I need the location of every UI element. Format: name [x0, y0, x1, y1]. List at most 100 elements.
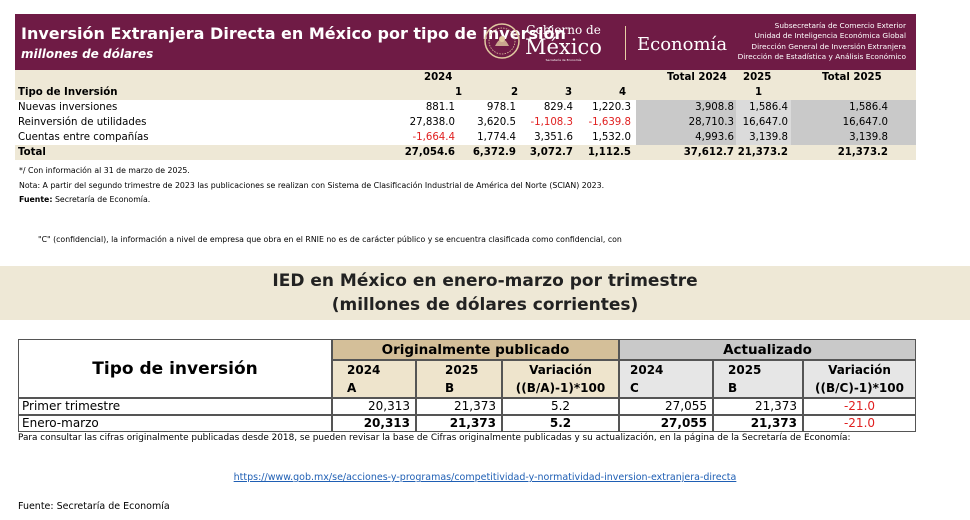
cell: 21,373	[416, 398, 502, 415]
report-title: Inversión Extranjera Directa en México p…	[21, 24, 566, 43]
header-upd-2024: 2024 C	[619, 360, 713, 398]
row-label: Primer trimestre	[18, 398, 332, 415]
header-quarter: 3	[565, 87, 573, 98]
cell-2025: 21,373.2	[737, 147, 788, 158]
cell-total-2025: 21,373.2	[837, 147, 888, 158]
cell: 6,372.9	[472, 147, 516, 158]
header-updated-group: Actualizado	[619, 339, 916, 360]
fuente-label: Fuente:	[19, 195, 53, 204]
fuente-text: Secretaría de Economía.	[52, 195, 151, 204]
header-quarter: 1	[455, 87, 463, 98]
table-header-row: Tipo de Inversión 1 2 3 4 1	[15, 85, 916, 100]
header-year: 2025	[445, 363, 479, 377]
header-tipo-inversion: Tipo de inversión	[18, 339, 332, 398]
table-row: Reinversión de utilidades 27,838.0 3,620…	[15, 115, 916, 130]
header-year: Variación	[828, 363, 891, 377]
header-letter: A	[347, 381, 357, 395]
cell: 3,072.7	[529, 147, 573, 158]
cell-total-2025: 16,647.0	[791, 115, 916, 130]
cell: 21,373	[416, 415, 502, 432]
cell-total-2024: 37,612.7	[683, 147, 734, 158]
cell-2025: 16,647.0	[736, 115, 791, 130]
cell: 27,838.0	[409, 117, 455, 128]
header-year: Variación	[529, 363, 592, 377]
header-total-2024: Total 2024	[667, 72, 727, 83]
cell: 3,351.6	[534, 132, 573, 143]
cell-negative: -1,108.3	[530, 117, 573, 128]
header-letter: C	[630, 381, 639, 395]
subsecretaria-block: Subsecretaría de Comercio Exterior Unida…	[738, 21, 906, 62]
cell-total-2024: 28,710.3	[636, 115, 736, 130]
cell-negative: -1,664.4	[412, 132, 455, 143]
logo-divider	[625, 26, 626, 60]
header-upd-variacion: Variación ((B/C)-1)*100	[803, 360, 916, 398]
header-quarter: 4	[619, 87, 627, 98]
cell-total-2025: 3,139.8	[791, 130, 916, 145]
subsec-line: Dirección de Estadística y Análisis Econ…	[737, 51, 906, 61]
header-letter: ((B/A)-1)*100	[515, 381, 606, 395]
header-year: 2024	[347, 363, 381, 377]
note-scian: Nota: A partir del segundo trimestre de …	[19, 181, 605, 190]
cell: 881.1	[425, 102, 455, 113]
national-seal-icon	[484, 23, 520, 59]
source-link[interactable]: https://www.gob.mx/se/acciones-y-program…	[233, 472, 737, 483]
cell: 21,373	[713, 398, 803, 415]
table-row: Cuentas entre compañías -1,664.4 1,774.4…	[15, 130, 916, 145]
cell: 1,112.5	[587, 147, 631, 158]
row-label: Reinversión de utilidades	[18, 117, 147, 128]
table-header-row: 2024 Total 2024 2025 Total 2025	[15, 70, 916, 85]
header-upd-2025: 2025 B	[713, 360, 803, 398]
section-title: IED en México en enero-marzo por trimest…	[272, 271, 698, 291]
note-fuente: Fuente: Secretaría de Economía.	[19, 195, 150, 204]
cell-negative: -21.0	[803, 398, 916, 415]
cell: 1,532.0	[592, 132, 631, 143]
row-label: Nuevas inversiones	[18, 102, 118, 113]
cell: 20,313	[332, 415, 416, 432]
cell-total-2024: 3,908.8	[636, 100, 736, 115]
gobierno-text: Gobierno de	[526, 23, 601, 37]
cell: 27,054.6	[404, 147, 455, 158]
report-subtitle: millones de dólares	[21, 47, 154, 61]
cell: 1,220.3	[592, 102, 631, 113]
cell: 3,620.5	[477, 117, 516, 128]
mexico-text: México	[525, 35, 602, 59]
row-label: Cuentas entre compañías	[18, 132, 149, 143]
source-link-wrap: https://www.gob.mx/se/acciones-y-program…	[0, 472, 970, 483]
row-label: Total	[18, 147, 46, 158]
fuente-footer: Fuente: Secretaría de Economía	[18, 501, 170, 512]
header-year-2024: 2024	[424, 72, 453, 83]
consult-note: Para consultar las cifras originalmente …	[18, 433, 851, 443]
header-year: 2024	[630, 363, 664, 377]
cell-2025: 1,586.4	[736, 100, 791, 115]
note-confidencial: "C" (confidencial), la información a niv…	[38, 235, 622, 244]
header-year: 2025	[728, 363, 762, 377]
header-letter: ((B/C)-1)*100	[815, 381, 904, 395]
header-letter: B	[445, 381, 455, 395]
cell-total-2025: 1,586.4	[791, 100, 916, 115]
cell-total-2024: 4,993.6	[636, 130, 736, 145]
section-title-band: IED en México en enero-marzo por trimest…	[0, 266, 970, 320]
header-quarter: 2	[511, 87, 519, 98]
header-year-2025: 2025	[743, 72, 772, 83]
header-orig-variacion: Variación ((B/A)-1)*100	[502, 360, 619, 398]
cell: 27,055	[619, 415, 713, 432]
header-original-group: Originalmente publicado	[332, 339, 619, 360]
economia-logo: Economía	[637, 34, 728, 55]
section-subtitle: (millones de dólares corrientes)	[331, 295, 639, 315]
cell: 27,055	[619, 398, 713, 415]
header-orig-2025: 2025 B	[416, 360, 502, 398]
table-row: Nuevas inversiones 881.1 978.1 829.4 1,2…	[15, 100, 916, 115]
cell-negative: -21.0	[803, 415, 916, 432]
subsec-line: Dirección General de Inversión Extranjer…	[751, 41, 906, 51]
header-quarter: 1	[755, 87, 763, 98]
subsec-line: Subsecretaría de Comercio Exterior	[774, 21, 906, 30]
cell: 1,774.4	[477, 132, 516, 143]
cell: 5.2	[502, 415, 619, 432]
cell: 20,313	[332, 398, 416, 415]
header-total-2025: Total 2025	[822, 72, 882, 83]
cell: 5.2	[502, 398, 619, 415]
cell: 829.4	[543, 102, 573, 113]
note-fecha: */ Con información al 31 de marzo de 202…	[19, 166, 190, 175]
cell-2025: 3,139.8	[736, 130, 791, 145]
cell-negative: -1,639.8	[588, 117, 631, 128]
